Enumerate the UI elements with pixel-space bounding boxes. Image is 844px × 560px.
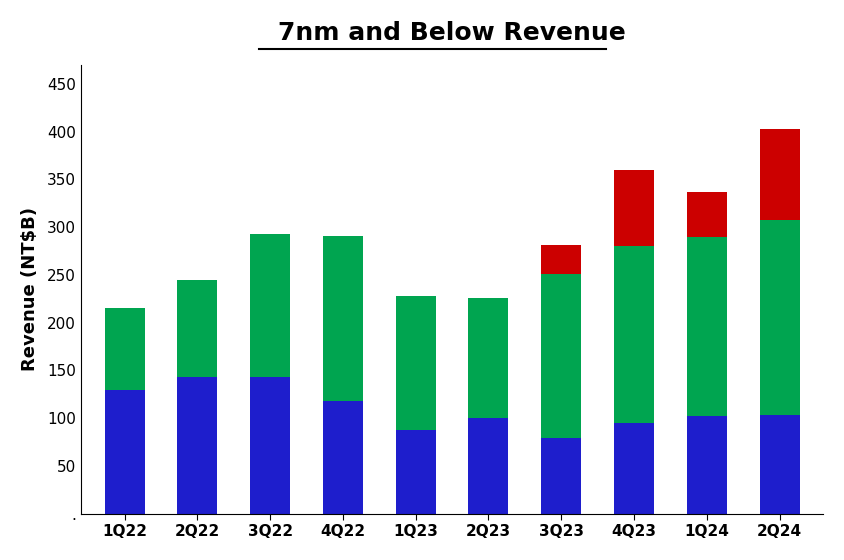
Bar <box>468 418 508 514</box>
Bar <box>760 129 799 220</box>
Y-axis label: Revenue (NT$B): Revenue (NT$B) <box>21 207 39 371</box>
Bar <box>105 309 144 390</box>
Bar <box>177 280 218 377</box>
Bar <box>250 377 290 514</box>
Bar <box>323 401 363 514</box>
Bar <box>250 234 290 377</box>
Bar <box>687 416 727 514</box>
Bar <box>687 237 727 416</box>
Bar <box>614 170 654 246</box>
Bar <box>541 274 582 438</box>
Bar <box>614 423 654 514</box>
Bar <box>760 416 799 514</box>
Bar <box>760 220 799 416</box>
Bar <box>687 192 727 237</box>
Bar <box>177 377 218 514</box>
Bar <box>541 245 582 274</box>
Bar <box>614 246 654 423</box>
Bar <box>396 430 436 514</box>
Bar <box>468 298 508 418</box>
Bar <box>396 296 436 430</box>
Bar <box>105 390 144 514</box>
Bar <box>323 236 363 401</box>
Title: 7nm and Below Revenue: 7nm and Below Revenue <box>279 21 626 45</box>
Bar <box>541 438 582 514</box>
